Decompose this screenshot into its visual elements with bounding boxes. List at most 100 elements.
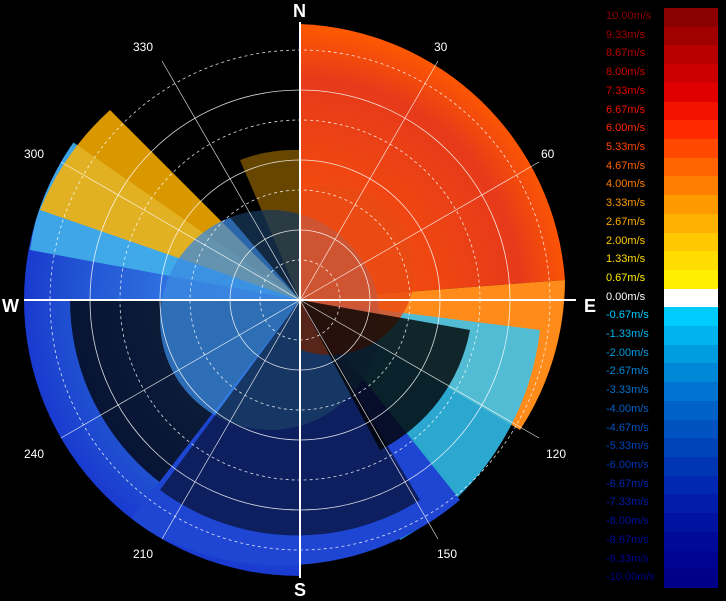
azimuth-label-240: 240 [24,447,45,461]
legend-row: 8.67m/s [606,45,718,65]
legend-row: -9.33m/s [606,550,718,570]
legend-label: 10.00m/s [606,10,652,22]
legend-label: -10.00m/s [606,571,655,584]
cardinal-axes [24,22,576,578]
legend-swatch [664,494,718,514]
echo-gap-south [160,300,420,536]
spoke-150 [299,299,439,540]
legend-swatch [664,307,718,327]
legend-row: -1.33m/s [606,326,718,346]
legend-row: -6.67m/s [606,475,718,495]
legend-row: 0.67m/s [606,269,718,289]
legend-label: 0.67m/s [606,271,646,284]
legend-label: -8.00m/s [606,515,649,528]
legend-label: 1.33m/s [606,253,646,266]
legend-row: -8.00m/s [606,513,718,533]
legend-swatch [664,120,718,140]
spoke-240 [60,299,301,439]
legend-swatch [664,382,718,402]
legend-label: -3.33m/s [606,384,649,397]
legend-swatch [664,195,718,215]
legend-swatch [664,232,718,252]
legend-swatch [664,269,718,289]
legend-row: 7.33m/s [606,82,718,102]
spoke-210 [161,299,301,540]
legend-label: -2.00m/s [606,346,649,359]
legend-row: -0.67m/s [606,307,718,327]
legend-row: 10.00m/s [606,8,718,27]
legend-row: -6.00m/s [606,457,718,477]
spoke-30 [299,60,439,301]
legend-label: -7.33m/s [606,496,649,509]
legend-swatch [664,438,718,458]
legend-row: 2.67m/s [606,213,718,233]
legend-label: -4.00m/s [606,402,649,415]
azimuth-label-30: 30 [434,40,448,54]
legend-label: 4.00m/s [606,178,646,191]
legend-row: 0.00m/s [606,288,718,308]
legend-swatch [664,26,718,46]
legend-swatch [664,157,718,177]
legend-swatch [664,400,718,420]
compass-north-label: N [293,1,306,21]
legend-label: 5.33m/s [606,140,646,153]
azimuth-spokes [60,60,540,540]
legend-swatch [664,550,718,570]
legend-label: 7.33m/s [606,84,646,97]
legend-swatch [664,176,718,196]
azimuth-label-300: 300 [24,147,45,161]
legend-swatch [664,45,718,65]
compass-south-label: S [294,580,307,600]
velocity-color-legend: 10.00m/s 9.33m/s 8.67m/s 8.00m/s 7.33m/s 6.67… [606,8,718,589]
legend-label: 4.67m/s [606,159,646,172]
compass-west-label: W [2,296,19,316]
legend-label: -6.67m/s [606,477,649,490]
legend-swatch [664,251,718,271]
legend-label: 3.33m/s [606,197,646,210]
azimuth-label-120: 120 [546,447,567,461]
echo-gap-east [300,300,470,450]
legend-row: 4.00m/s [606,176,718,196]
legend-swatch [664,101,718,121]
legend-swatch [664,363,718,383]
spoke-60 [299,161,540,301]
legend-row: 2.00m/s [606,232,718,252]
legend-row: -4.67m/s [606,419,718,439]
legend-label: 2.67m/s [606,215,646,228]
spoke-120 [299,299,540,439]
legend-label: -9.33m/s [606,552,649,565]
legend-row: 6.00m/s [606,120,718,140]
legend-swatch [664,475,718,495]
legend-swatch [664,531,718,551]
legend-label: -0.67m/s [606,309,649,322]
legend-label: 8.67m/s [606,47,646,60]
legend-label: -5.33m/s [606,440,649,453]
radar-velocity-display [24,22,576,578]
legend-swatch [664,513,718,533]
legend-row: -2.00m/s [606,344,718,364]
azimuth-label-330: 330 [133,40,154,54]
legend-row: -4.00m/s [606,400,718,420]
echo-gap-north [130,39,300,300]
spoke-330 [161,60,301,301]
legend-label: -6.00m/s [606,459,649,472]
spoke-300 [60,161,301,301]
legend-swatch [664,419,718,439]
legend-swatch [664,569,718,589]
azimuth-label-150: 150 [437,547,458,561]
azimuth-label-60: 60 [541,147,555,161]
legend-label: -2.67m/s [606,365,649,378]
legend-row: -5.33m/s [606,438,718,458]
legend-row: 3.33m/s [606,195,718,215]
legend-row: -10.00m/s [606,569,718,589]
legend-row: -2.67m/s [606,363,718,383]
legend-row: -7.33m/s [606,494,718,514]
legend-row: 1.33m/s [606,251,718,271]
legend-row: 5.33m/s [606,138,718,158]
legend-swatch [664,344,718,364]
legend-label: 6.00m/s [606,122,646,135]
legend-row: -8.67m/s [606,531,718,551]
legend-label: -4.67m/s [606,421,649,434]
legend-swatch [664,64,718,84]
legend-label: 9.33m/s [606,28,646,41]
